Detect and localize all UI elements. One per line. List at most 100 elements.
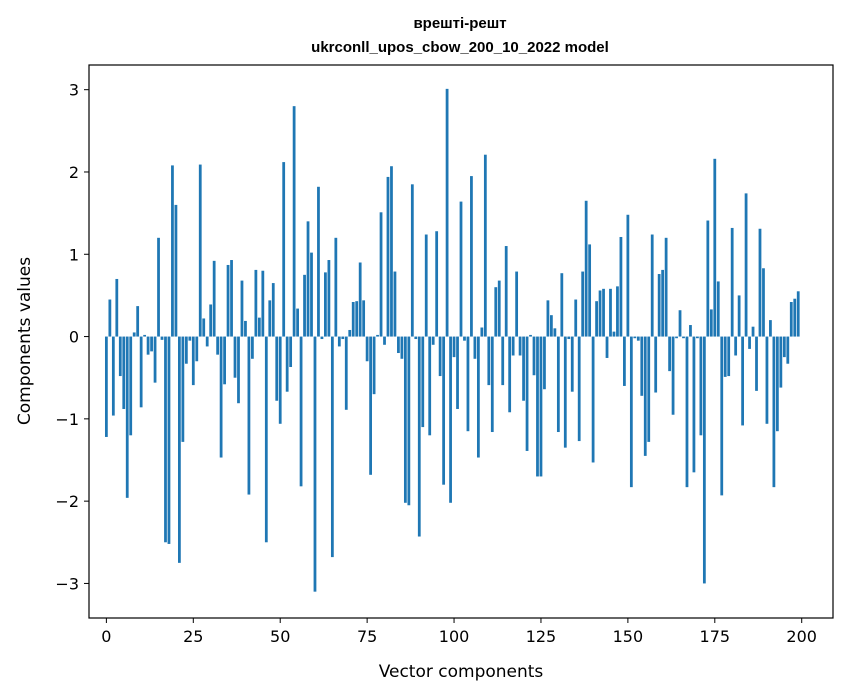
bar xyxy=(640,336,644,396)
bar xyxy=(372,336,376,395)
bar xyxy=(459,201,463,337)
x-tick-label: 100 xyxy=(439,627,470,646)
bar xyxy=(532,336,536,376)
bar xyxy=(490,336,494,433)
bar xyxy=(410,184,414,337)
bar xyxy=(769,320,772,337)
bar xyxy=(755,336,758,391)
bar xyxy=(261,270,265,337)
bar xyxy=(348,329,352,337)
bar xyxy=(358,262,362,337)
bar xyxy=(546,300,550,337)
bar xyxy=(466,336,470,432)
bar xyxy=(765,336,769,424)
y-axis-label: Components values xyxy=(15,257,35,425)
bar xyxy=(362,300,366,337)
bar xyxy=(278,336,282,424)
bar xyxy=(296,308,299,337)
bar xyxy=(230,260,233,337)
bar xyxy=(115,278,119,337)
bar xyxy=(407,336,411,506)
bar xyxy=(386,176,390,337)
bar xyxy=(129,336,133,436)
bar xyxy=(650,234,654,337)
bar xyxy=(330,336,334,558)
bar xyxy=(198,164,202,337)
bar xyxy=(118,336,122,377)
bar xyxy=(237,336,240,404)
bar xyxy=(751,326,755,337)
x-tick-label: 0 xyxy=(101,627,111,646)
bar xyxy=(150,336,153,352)
bar xyxy=(143,334,147,337)
bar xyxy=(605,336,609,358)
bar xyxy=(247,336,251,495)
bar xyxy=(762,268,765,337)
bar xyxy=(744,193,748,337)
bar xyxy=(567,336,571,340)
bar xyxy=(421,336,425,428)
bar xyxy=(424,234,428,337)
bar xyxy=(480,327,484,337)
bar xyxy=(282,162,286,337)
bar xyxy=(661,269,665,337)
bar xyxy=(111,336,115,416)
bar xyxy=(720,336,724,496)
bar xyxy=(730,227,734,337)
bar xyxy=(716,281,720,337)
bar xyxy=(285,336,289,392)
bar xyxy=(431,336,435,345)
bar xyxy=(390,166,393,337)
bar xyxy=(136,306,140,337)
bar xyxy=(428,336,432,436)
bar xyxy=(209,304,213,337)
bar xyxy=(529,334,532,337)
y-tick-label: 1 xyxy=(69,245,79,264)
bar xyxy=(668,336,671,372)
y-tick-label: −3 xyxy=(55,574,79,593)
bar xyxy=(577,336,581,442)
bar xyxy=(383,336,386,345)
bar xyxy=(574,299,578,337)
bar xyxy=(324,272,327,337)
bar xyxy=(167,336,171,544)
x-axis-label: Vector components xyxy=(379,662,544,682)
bar xyxy=(497,280,501,337)
bar xyxy=(216,336,220,355)
chart-title: врешті-решт xyxy=(413,15,506,32)
bars-group xyxy=(104,88,800,592)
bar xyxy=(334,237,338,337)
bar xyxy=(563,336,567,448)
bar xyxy=(146,336,150,355)
bar xyxy=(414,336,418,340)
bar xyxy=(108,299,112,337)
x-tick-label: 75 xyxy=(357,627,377,646)
chart-subtitle: ukrconll_upos_cbow_200_10_2022 model xyxy=(311,39,609,56)
bar xyxy=(351,302,355,337)
bar xyxy=(511,336,515,356)
bar xyxy=(212,260,216,337)
bar xyxy=(741,336,744,426)
bar xyxy=(337,336,341,347)
bar xyxy=(793,298,797,337)
bar xyxy=(452,336,456,358)
bar xyxy=(365,336,369,362)
bar xyxy=(654,336,658,393)
bar xyxy=(442,336,446,485)
bar xyxy=(782,336,786,358)
bar xyxy=(796,291,800,337)
x-tick-label: 200 xyxy=(786,627,817,646)
bar xyxy=(702,336,706,584)
bar xyxy=(678,310,682,337)
bar xyxy=(657,274,661,337)
bar xyxy=(483,154,487,337)
bar xyxy=(696,336,699,339)
bar xyxy=(205,336,209,347)
bar xyxy=(556,336,560,433)
bar xyxy=(633,336,637,339)
bar xyxy=(727,336,731,377)
bar xyxy=(268,300,272,337)
bar xyxy=(737,295,741,337)
bar xyxy=(369,336,372,475)
bar xyxy=(473,336,477,359)
